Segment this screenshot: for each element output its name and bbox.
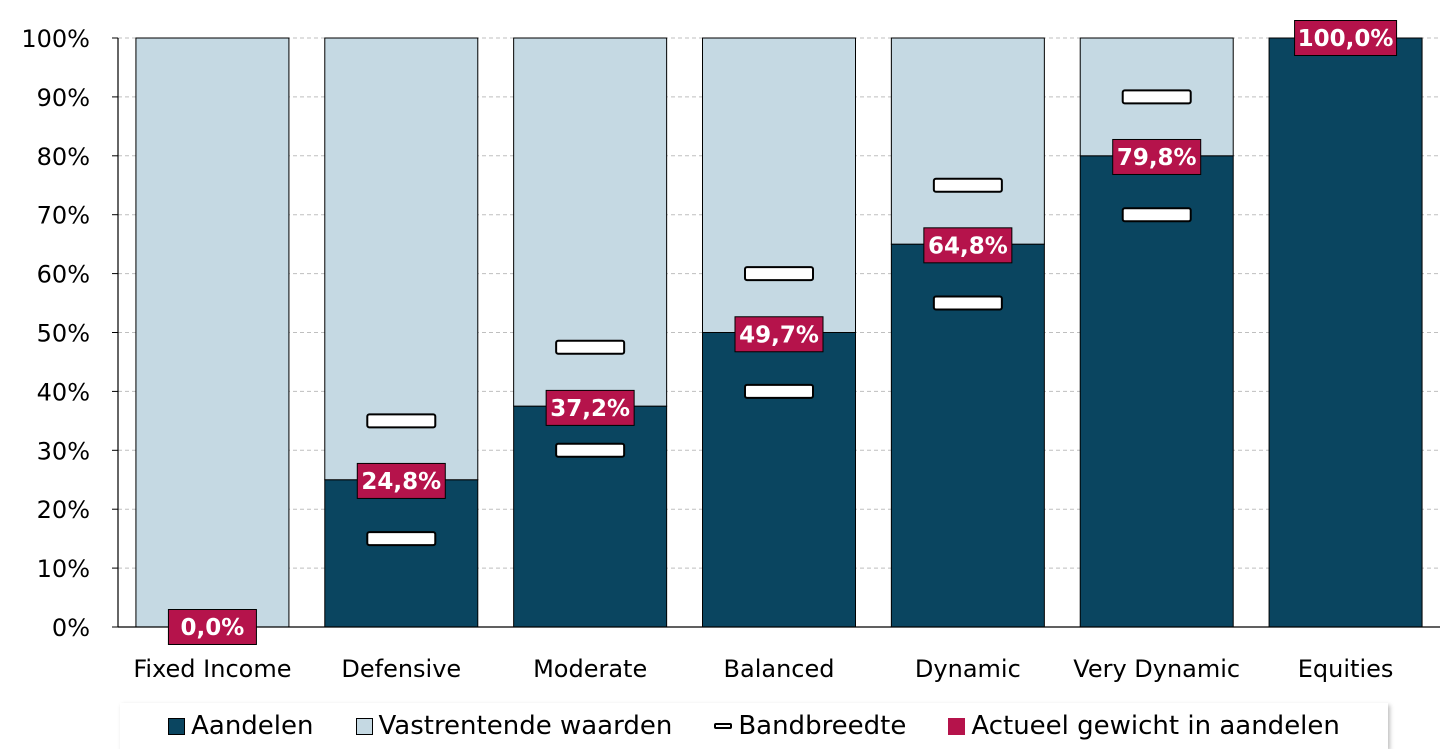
y-tick-label: 40% bbox=[37, 378, 90, 406]
y-tick-label: 70% bbox=[37, 202, 90, 230]
actual-weight-label: 24,8% bbox=[361, 469, 441, 495]
actual-weight-label: 37,2% bbox=[550, 396, 630, 422]
x-tick-label: Equities bbox=[1298, 655, 1394, 683]
legend-label-vastrentend: Vastrentende waarden bbox=[378, 711, 673, 741]
x-tick-label: Defensive bbox=[341, 655, 461, 683]
actual-weight-box bbox=[734, 316, 824, 353]
band-marker-upper bbox=[555, 339, 626, 355]
y-tick-label: 20% bbox=[37, 496, 90, 524]
x-tick-label: Very Dynamic bbox=[1073, 655, 1240, 683]
legend-item-vastrentend: Vastrentende waarden bbox=[355, 711, 673, 741]
y-tick-label: 100% bbox=[21, 25, 90, 53]
band-marker-upper bbox=[932, 177, 1003, 193]
stacked-bar-chart: 0% 10% 20% 30% 40% 50% 60% 70% 80% 90% 100% Fixed I… bbox=[21, 20, 1440, 683]
actual-weight-box bbox=[356, 462, 446, 499]
bar-vastrentend bbox=[324, 37, 479, 481]
y-tick-label: 60% bbox=[37, 261, 90, 289]
actual-weight-label: 64,8% bbox=[928, 233, 1008, 259]
legend-item-actueel: Actueel gewicht in aandelen bbox=[948, 711, 1340, 741]
x-tick-label: Fixed Income bbox=[133, 655, 291, 683]
y-tick-label: 30% bbox=[37, 437, 90, 465]
legend-item-aandelen: Aandelen bbox=[168, 711, 314, 741]
band-marker-upper bbox=[744, 266, 814, 282]
band-marker-lower bbox=[555, 442, 626, 458]
legend-item-band: Bandbreedte bbox=[714, 711, 906, 741]
x-tick-label: Dynamic bbox=[915, 655, 1021, 683]
bar-aandelen bbox=[513, 405, 668, 628]
x-tick-label: Moderate bbox=[533, 655, 647, 683]
band-marker-lower bbox=[932, 295, 1003, 311]
band-marker-upper bbox=[1121, 89, 1192, 105]
actual-weight-label: 0,0% bbox=[181, 615, 245, 641]
actual-weight-box bbox=[1112, 138, 1202, 175]
y-tick-label: 50% bbox=[37, 320, 90, 348]
actual-weight-box bbox=[923, 227, 1013, 264]
legend-label-band: Bandbreedte bbox=[738, 711, 907, 741]
bar-vastrentend bbox=[135, 37, 290, 628]
legend-swatch-vastrentend bbox=[355, 717, 373, 735]
y-tick-label: 90% bbox=[37, 84, 90, 112]
bar-aandelen bbox=[1079, 155, 1234, 628]
actual-weight-label: 100,0% bbox=[1298, 26, 1394, 52]
actual-weight-box bbox=[545, 389, 635, 426]
bar-aandelen bbox=[1268, 37, 1423, 628]
actual-weight-box bbox=[167, 609, 257, 645]
legend-label-actueel: Actueel gewicht in aandelen bbox=[971, 711, 1340, 741]
x-tick-label: Balanced bbox=[724, 655, 835, 683]
legend-swatch-aandelen bbox=[168, 717, 186, 735]
y-tick-label: 80% bbox=[37, 143, 90, 171]
actual-weight-label: 79,8% bbox=[1117, 145, 1197, 171]
band-marker-lower bbox=[366, 531, 437, 547]
band-marker-lower bbox=[744, 383, 814, 399]
bar-vastrentend bbox=[702, 37, 856, 333]
band-marker-upper bbox=[366, 413, 437, 429]
bar-aandelen bbox=[324, 479, 479, 628]
y-tick-label: 0% bbox=[52, 614, 90, 642]
legend-label-aandelen: Aandelen bbox=[191, 711, 314, 741]
band-marker-lower bbox=[1121, 207, 1192, 223]
y-tick-label: 10% bbox=[37, 555, 90, 583]
legend-swatch-actueel bbox=[948, 717, 966, 735]
bar-vastrentend bbox=[890, 37, 1045, 245]
bar-aandelen bbox=[702, 332, 856, 628]
actual-weight-label: 49,7% bbox=[739, 322, 819, 348]
chart-legend: Aandelen Vastrentende waarden Bandbreedt… bbox=[120, 703, 1388, 749]
actual-weight-box bbox=[1294, 20, 1398, 56]
legend-swatch-band bbox=[714, 723, 733, 729]
